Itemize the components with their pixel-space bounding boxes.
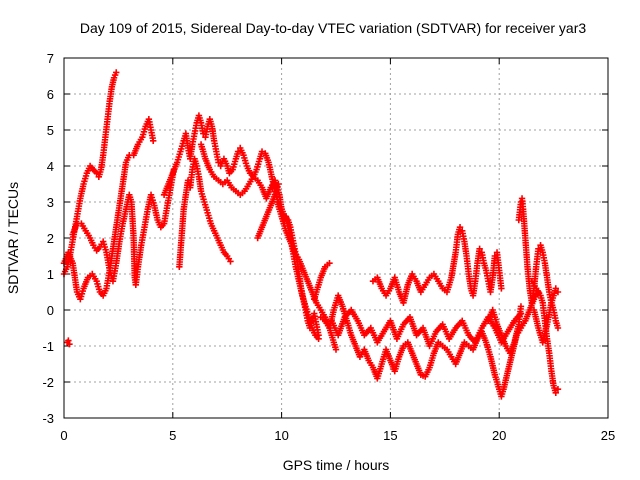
data-point [517,303,525,310]
data-point [552,285,559,292]
y-tick-label: 1 [47,267,54,282]
y-tick-label: 4 [47,159,54,174]
y-tick-label: 6 [47,87,54,102]
data-point [332,346,340,353]
y-tick-label: 0 [47,303,54,318]
data-points [60,69,562,400]
data-point [227,258,234,265]
y-tick-label: 5 [47,123,54,138]
data-point [554,324,562,332]
data-point [275,180,282,188]
data-point [215,159,222,166]
data-point [258,148,266,155]
data-point [554,386,562,393]
x-tick-label: 10 [274,428,288,443]
data-point [113,69,120,76]
x-tick-label: 25 [601,428,615,443]
data-point [476,245,483,252]
data-point [315,335,322,342]
data-point [554,288,562,296]
data-point [65,337,72,344]
x-tick-label: 0 [60,428,67,443]
plot-frame [63,57,609,419]
data-point [552,389,559,396]
y-tick-label: 2 [47,231,54,246]
y-tick-label: -3 [42,411,54,426]
y-axis-label: SDTVAR / TECUs [5,182,21,294]
data-point [498,285,505,292]
axis-ticks: 0 5 10 15 20 25 -3 -2 -1 0 1 2 3 4 5 6 7 [42,51,615,443]
data-point [326,260,333,267]
x-tick-label: 20 [492,428,506,443]
x-tick-label: 5 [169,428,176,443]
y-tick-label: -1 [42,339,54,354]
data-point [456,224,464,231]
x-axis-label: GPS time / hours [283,457,390,473]
y-tick-label: -2 [42,375,54,390]
chart-title: Day 109 of 2015, Sidereal Day-to-day VTE… [80,20,586,36]
y-tick-label: 7 [47,51,54,66]
x-tick-label: 15 [383,428,397,443]
data-point [150,137,157,144]
data-point [66,341,73,348]
data-point [234,148,242,155]
y-tick-label: 3 [47,195,54,210]
